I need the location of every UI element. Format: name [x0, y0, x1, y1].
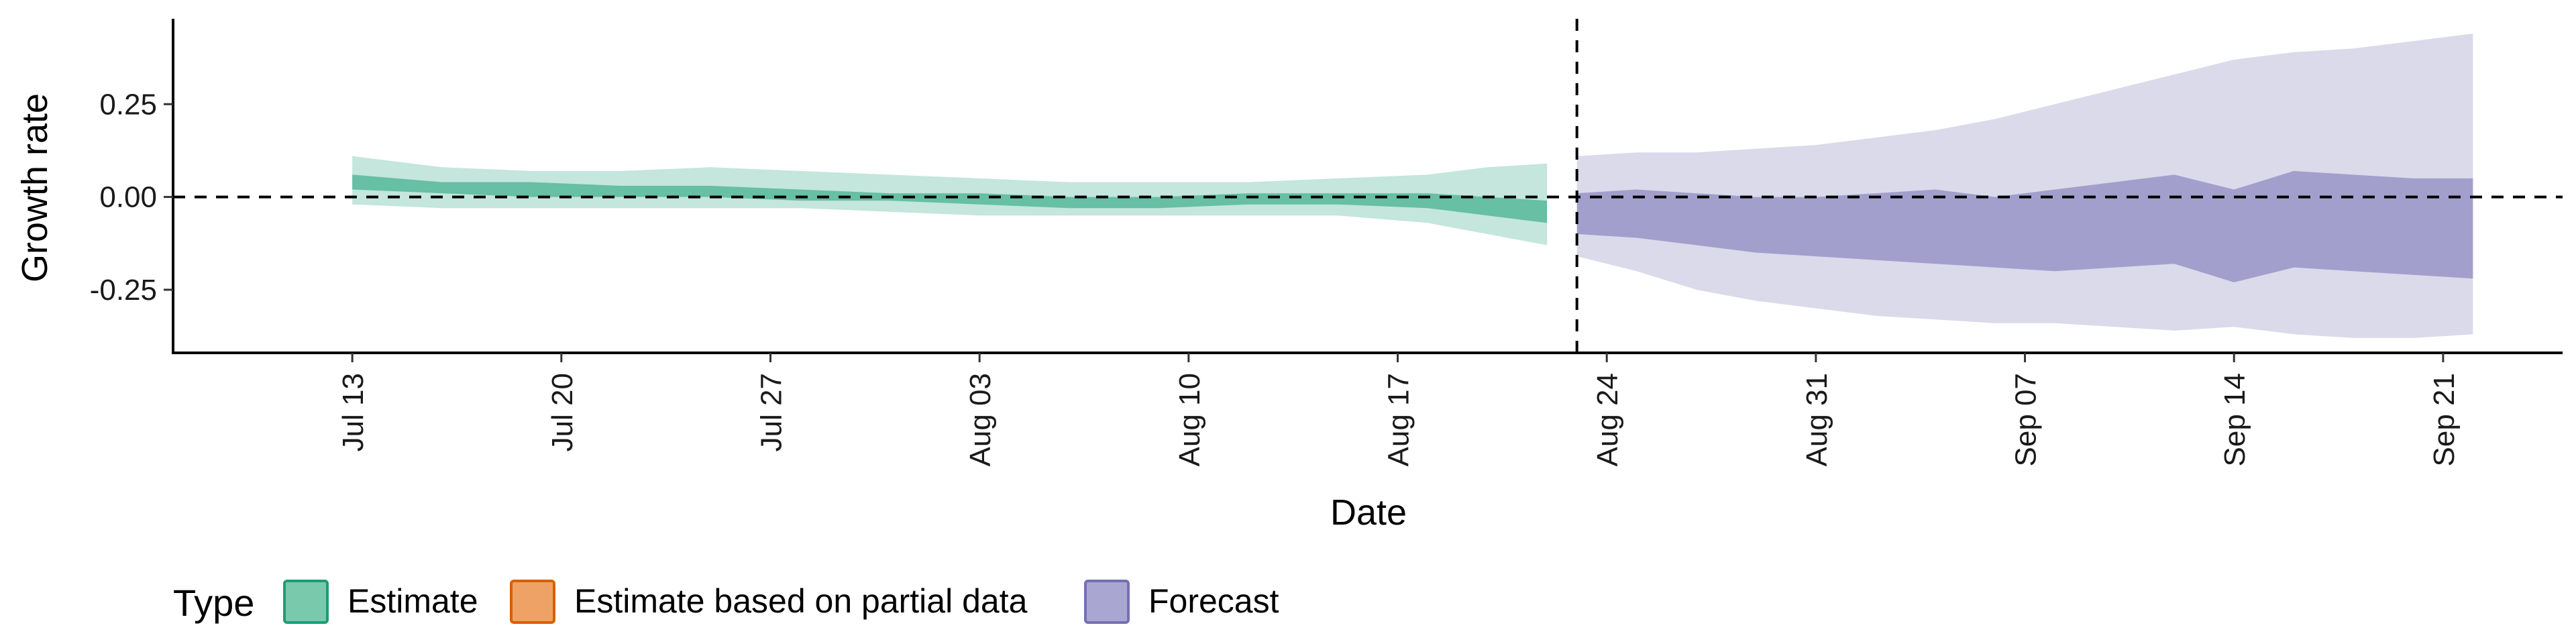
y-tick-label: -0.25	[90, 274, 157, 307]
axes	[172, 19, 2563, 354]
x-tick-label: Jul 27	[755, 373, 788, 451]
x-tick-label: Aug 10	[1173, 373, 1206, 466]
legend-swatch-estimate-based-on-partial-data	[510, 580, 555, 624]
ribbon-layer	[352, 34, 2473, 338]
legend: Type Estimate Estimate based on partial d…	[173, 580, 1279, 624]
legend-swatch-forecast	[1084, 580, 1130, 624]
estimate-inner-band	[352, 174, 1548, 223]
x-tick-label: Aug 03	[964, 373, 997, 466]
x-tick-label: Aug 17	[1383, 373, 1415, 466]
x-tick-label: Sep 14	[2218, 373, 2251, 466]
legend-label-estimate-based-on-partial-data: Estimate based on partial data	[574, 582, 1028, 620]
x-tick-label: Sep 21	[2428, 373, 2461, 466]
y-axis-ticks: 0.25 0.00 -0.25	[90, 88, 173, 307]
x-tick-label: Aug 31	[1801, 373, 1833, 466]
legend-swatch-estimate	[283, 580, 329, 624]
x-tick-label: Sep 07	[2010, 373, 2043, 466]
y-tick-label: 0.25	[99, 88, 157, 121]
legend-label-forecast: Forecast	[1148, 582, 1279, 620]
forecast-inner-band	[1576, 170, 2473, 282]
x-axis-title: Date	[1330, 492, 1407, 533]
x-tick-label: Jul 20	[546, 373, 579, 451]
y-tick-label: 0.00	[99, 181, 157, 214]
legend-label-estimate: Estimate	[347, 582, 478, 620]
x-axis-ticks: Jul 13 Jul 20 Jul 27 Aug 03 Aug 10 Aug 17 Aug …	[337, 353, 2461, 466]
x-tick-label: Jul 13	[337, 373, 370, 451]
x-tick-label: Aug 24	[1591, 373, 1624, 466]
legend-title: Type	[173, 582, 254, 624]
y-axis-title: Growth rate	[15, 93, 55, 282]
reference-lines	[173, 19, 2563, 353]
